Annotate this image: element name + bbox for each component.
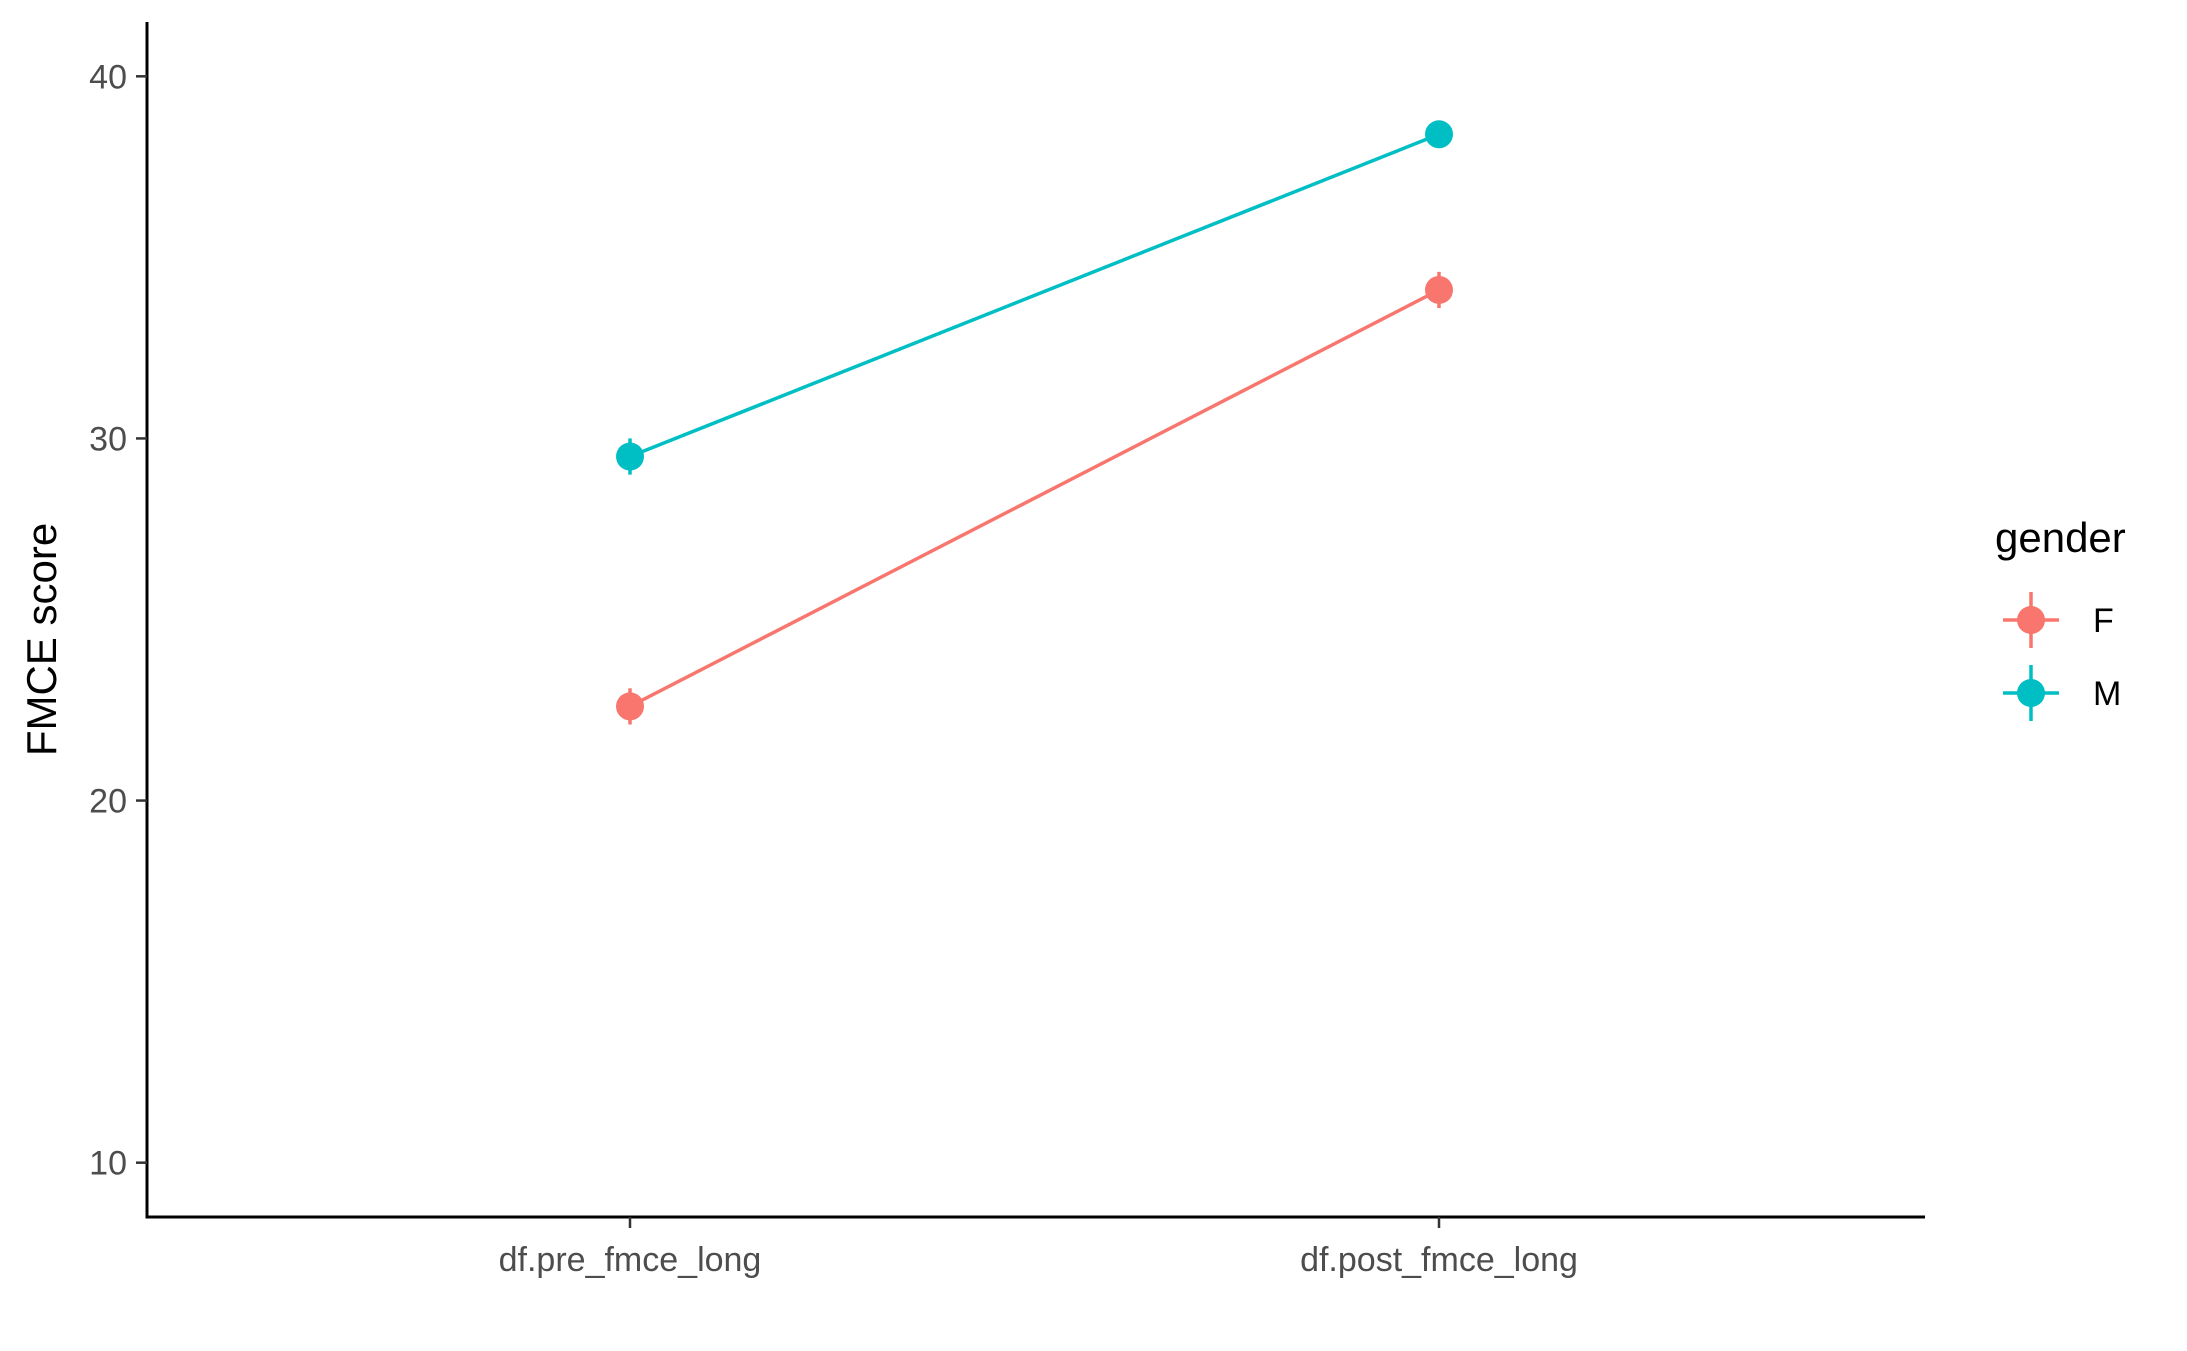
series-line <box>629 288 1440 708</box>
axes <box>145 22 1925 1219</box>
data-point <box>1425 120 1453 149</box>
data-point <box>616 692 644 721</box>
legend-title: gender <box>1995 514 2126 561</box>
data-point <box>616 442 644 471</box>
y-tick-label: 30 <box>89 420 127 458</box>
legend-label-M: M <box>2093 675 2121 713</box>
legend-label-F: F <box>2093 602 2114 640</box>
legend-key-F <box>2003 592 2059 648</box>
series-line <box>629 132 1440 459</box>
series-M <box>616 120 1453 475</box>
series-group <box>616 120 1453 725</box>
y-axis-title: FMCE score <box>18 523 65 756</box>
y-tick-label: 10 <box>89 1145 127 1183</box>
x-tick-label: df.pre_fmce_long <box>499 1241 762 1279</box>
legend-key-point <box>2017 606 2045 634</box>
legend: gender FM <box>1995 514 2126 721</box>
y-tick-label: 40 <box>89 58 127 96</box>
data-point <box>1425 275 1453 304</box>
series-F <box>616 271 1453 725</box>
legend-key-point <box>2017 679 2045 707</box>
y-tick-label: 20 <box>89 783 127 821</box>
legend-key-M <box>2003 665 2059 721</box>
x-tick-label: df.post_fmce_long <box>1300 1241 1578 1279</box>
y-ticks: 10 20 30 40 <box>89 58 147 1183</box>
x-ticks: df.pre_fmce_long df.post_fmce_long <box>499 1217 1578 1279</box>
